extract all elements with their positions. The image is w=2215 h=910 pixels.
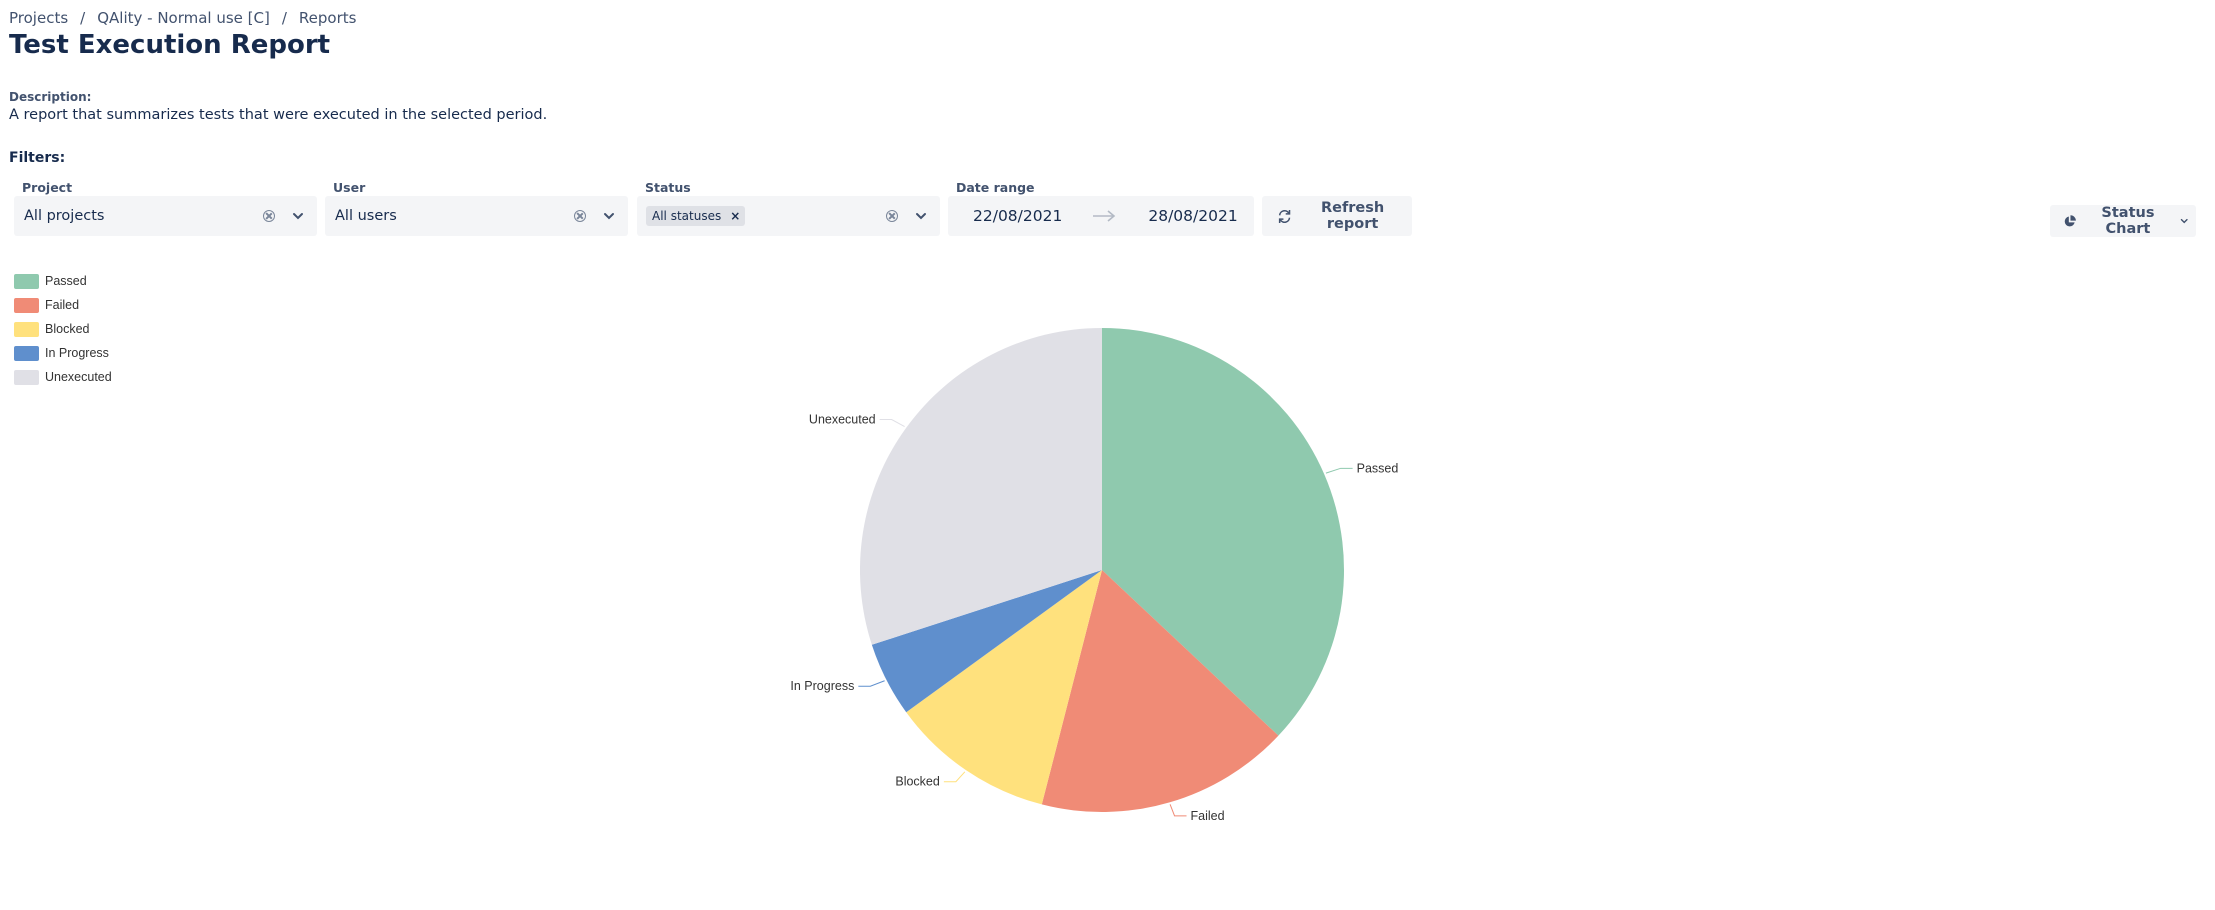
pie-label-in-progress: In Progress bbox=[790, 679, 854, 693]
pie-slice-unexecuted[interactable] bbox=[860, 328, 1102, 645]
legend-swatch bbox=[14, 345, 39, 361]
end-date-input[interactable]: 28/08/2021 bbox=[1148, 207, 1238, 225]
legend-item-failed[interactable]: Failed bbox=[14, 293, 112, 317]
breadcrumb-reports[interactable]: Reports bbox=[298, 9, 357, 27]
refresh-report-label: Refresh report bbox=[1320, 200, 1385, 232]
chart-type-dropdown[interactable]: Status Chart bbox=[2050, 205, 2196, 237]
legend-label: Passed bbox=[45, 274, 87, 288]
user-select[interactable]: All users bbox=[325, 196, 628, 236]
project-select-value: All projects bbox=[24, 208, 105, 224]
pie-slice-failed[interactable] bbox=[1041, 570, 1279, 812]
chevron-down-icon[interactable] bbox=[600, 207, 618, 225]
chevron-down-icon bbox=[2180, 218, 2188, 224]
pie-leader-line-failed bbox=[1169, 804, 1187, 817]
filters-label: Filters: bbox=[9, 150, 66, 166]
refresh-report-button[interactable]: Refresh report bbox=[1262, 196, 1412, 236]
legend-item-in-progress[interactable]: In Progress bbox=[14, 341, 112, 365]
pie-slice-passed[interactable] bbox=[1102, 328, 1344, 736]
page-title: Test Execution Report bbox=[9, 30, 331, 60]
refresh-icon bbox=[1278, 209, 1291, 223]
legend-swatch bbox=[14, 273, 39, 289]
breadcrumb-separator: / bbox=[281, 9, 287, 27]
pie-label-passed: Passed bbox=[1357, 461, 1399, 475]
user-filter-label: User bbox=[333, 180, 366, 195]
status-select[interactable]: All statuses × bbox=[637, 196, 940, 236]
pie-leader-line-blocked bbox=[943, 771, 966, 783]
legend-swatch bbox=[14, 321, 39, 337]
pie-leader-line-passed bbox=[1325, 467, 1353, 474]
pie-chart-icon bbox=[2064, 214, 2076, 226]
legend-label: Failed bbox=[45, 298, 80, 312]
pie-slice-in-progress[interactable] bbox=[871, 570, 1102, 713]
user-select-value: All users bbox=[335, 208, 397, 224]
status-tag: All statuses × bbox=[646, 206, 746, 226]
status-tag-label: All statuses bbox=[652, 209, 722, 223]
clear-icon[interactable] bbox=[263, 210, 275, 222]
breadcrumb-project[interactable]: QAlity - Normal use [C] bbox=[97, 9, 270, 27]
breadcrumb-projects[interactable]: Projects bbox=[9, 9, 69, 27]
legend-item-passed[interactable]: Passed bbox=[14, 269, 112, 293]
tag-remove-icon[interactable]: × bbox=[730, 209, 741, 223]
legend-item-unexecuted[interactable]: Unexecuted bbox=[14, 365, 112, 389]
breadcrumb: Projects / QAlity - Normal use [C] / Reports bbox=[9, 9, 356, 27]
description-label: Description: bbox=[9, 90, 92, 104]
clear-icon[interactable] bbox=[886, 210, 898, 222]
legend-swatch bbox=[14, 297, 39, 313]
start-date-input[interactable]: 22/08/2021 bbox=[973, 207, 1063, 225]
legend-label: Blocked bbox=[45, 322, 90, 336]
chevron-down-icon[interactable] bbox=[289, 207, 307, 225]
chart-legend: Passed Failed Blocked In Progress Unexecuted bbox=[14, 269, 112, 389]
legend-label: Unexecuted bbox=[45, 370, 112, 384]
date-range-label: Date range bbox=[956, 180, 1035, 195]
pie-label-blocked: Blocked bbox=[895, 775, 940, 789]
pie-leader-line-unexecuted bbox=[879, 419, 905, 428]
project-filter-label: Project bbox=[22, 180, 73, 195]
pie-leader-line-in-progress bbox=[858, 680, 885, 687]
chart-type-label: Status Chart bbox=[2101, 205, 2155, 237]
status-filter-label: Status bbox=[645, 180, 691, 195]
legend-swatch bbox=[14, 369, 39, 385]
pie-slice-blocked[interactable] bbox=[906, 570, 1102, 805]
description-text: A report that summarizes tests that were… bbox=[9, 107, 548, 123]
pie-label-unexecuted: Unexecuted bbox=[809, 413, 876, 427]
date-range-picker: 22/08/2021 28/08/2021 bbox=[948, 196, 1254, 236]
clear-icon[interactable] bbox=[574, 210, 586, 222]
project-select[interactable]: All projects bbox=[14, 196, 317, 236]
chevron-down-icon[interactable] bbox=[912, 207, 930, 225]
breadcrumb-separator: / bbox=[80, 9, 86, 27]
arrow-right-icon bbox=[1093, 210, 1116, 222]
legend-label: In Progress bbox=[45, 346, 109, 360]
legend-item-blocked[interactable]: Blocked bbox=[14, 317, 112, 341]
pie-label-failed: Failed bbox=[1191, 809, 1225, 823]
